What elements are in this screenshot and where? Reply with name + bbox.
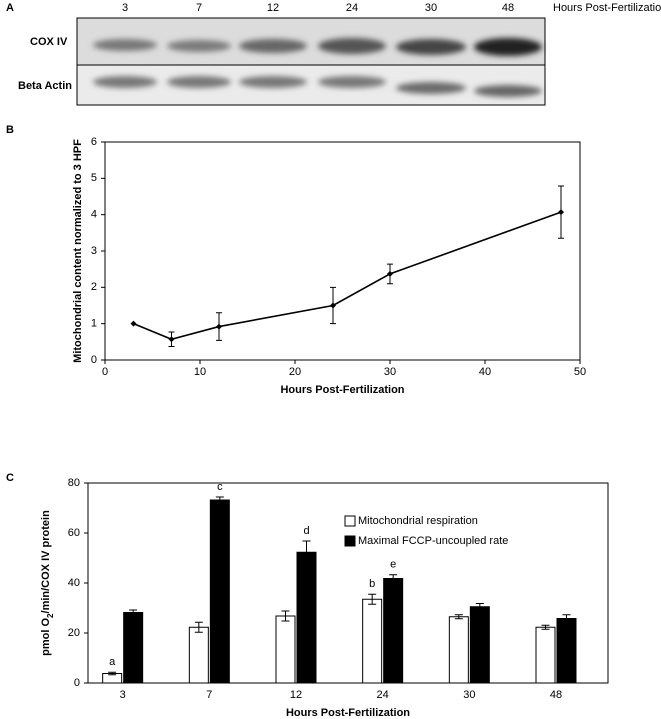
marker bbox=[387, 270, 393, 277]
x-axis-title: Hours Post-Fertilization bbox=[280, 384, 404, 396]
bar bbox=[383, 578, 404, 684]
bar bbox=[296, 551, 317, 684]
y-tick-label: 1 bbox=[91, 318, 97, 330]
y-tick-label: 5 bbox=[91, 172, 97, 184]
error-bar bbox=[541, 624, 550, 630]
row-label: COX IV bbox=[30, 36, 68, 48]
lane-label: 3 bbox=[122, 2, 128, 14]
marker bbox=[130, 320, 137, 327]
x-tick-label: 24 bbox=[377, 689, 389, 701]
y-tick-label: 20 bbox=[68, 627, 80, 639]
y-axis-title: pmol O2/min/COX IV protein bbox=[40, 510, 55, 656]
legend-label: Maximal FCCP-uncoupled rate bbox=[358, 535, 508, 547]
bar bbox=[469, 606, 490, 684]
lane-label: 30 bbox=[425, 2, 437, 14]
x-tick-label: 48 bbox=[550, 689, 562, 701]
panel-label: A bbox=[6, 2, 14, 14]
error-bar bbox=[302, 540, 311, 564]
blot bbox=[76, 17, 546, 106]
lane-label: 7 bbox=[196, 2, 202, 14]
marker bbox=[330, 302, 336, 309]
legend-swatch bbox=[344, 515, 356, 527]
panel-label: C bbox=[6, 472, 14, 484]
y-tick-label: 40 bbox=[68, 577, 80, 589]
lane-label: 24 bbox=[346, 2, 358, 14]
plot-frame bbox=[104, 141, 581, 361]
x-tick-label: 3 bbox=[120, 689, 126, 701]
bar bbox=[535, 626, 556, 684]
bar bbox=[448, 616, 469, 684]
error-bar bbox=[215, 496, 224, 504]
row-label: Beta Actin bbox=[18, 80, 72, 92]
error-bar bbox=[281, 610, 290, 622]
annotation: c bbox=[217, 481, 223, 493]
error-bar bbox=[454, 614, 463, 620]
y-tick-label: 0 bbox=[91, 354, 97, 366]
x-tick-label: 12 bbox=[290, 689, 302, 701]
bar bbox=[188, 626, 209, 684]
lane-label: 12 bbox=[267, 2, 279, 14]
y-axis-title-part: pmol O bbox=[40, 617, 52, 655]
y-tick-label: 60 bbox=[68, 527, 80, 539]
error-bar bbox=[562, 614, 571, 623]
x-axis-title: Hours Post-Fertilization bbox=[553, 2, 661, 14]
bar bbox=[275, 615, 296, 684]
x-tick-label: 7 bbox=[206, 689, 212, 701]
legend-label: Mitochondrial respiration bbox=[358, 515, 478, 527]
y-tick-label: 3 bbox=[91, 245, 97, 257]
error-bar bbox=[368, 593, 377, 605]
x-tick-label: 0 bbox=[102, 366, 108, 378]
annotation: a bbox=[109, 656, 116, 668]
lane-label: 48 bbox=[502, 2, 514, 14]
y-axis-title-part: /min/COX IV protein bbox=[40, 510, 52, 614]
y-tick-label: 6 bbox=[91, 136, 97, 148]
x-tick-label: 30 bbox=[384, 366, 396, 378]
annotation: d bbox=[303, 525, 309, 537]
bar bbox=[362, 598, 383, 684]
x-tick-label: 50 bbox=[574, 366, 586, 378]
x-tick-label: 30 bbox=[463, 689, 475, 701]
y-tick-label: 0 bbox=[74, 677, 80, 689]
y-tick-label: 4 bbox=[91, 209, 97, 221]
error-bar bbox=[194, 621, 203, 633]
x-tick-label: 20 bbox=[289, 366, 301, 378]
marker bbox=[558, 209, 564, 216]
plot-frame bbox=[87, 482, 609, 684]
y-axis-title-part: 2 bbox=[46, 613, 55, 618]
y-tick-label: 80 bbox=[68, 477, 80, 489]
error-bar bbox=[389, 574, 398, 583]
bands bbox=[93, 38, 542, 97]
x-tick-label: 10 bbox=[194, 366, 206, 378]
y-axis-title: Mitochondrial content normalized to 3 HP… bbox=[72, 139, 84, 363]
blot-row bbox=[76, 17, 546, 66]
bar bbox=[556, 618, 577, 684]
line bbox=[133, 211, 562, 341]
y-tick-label: 2 bbox=[91, 281, 97, 293]
bar bbox=[209, 499, 230, 684]
x-axis-title: Hours Post-Fertilization bbox=[286, 707, 410, 719]
panel-label: B bbox=[6, 124, 14, 136]
annotation: b bbox=[369, 578, 375, 590]
marker bbox=[168, 336, 175, 343]
marker bbox=[216, 323, 222, 330]
error-bar bbox=[475, 603, 484, 611]
bar bbox=[123, 612, 144, 684]
error-bar bbox=[108, 671, 117, 676]
error-bar bbox=[129, 609, 138, 616]
legend-swatch bbox=[344, 535, 356, 547]
annotation: e bbox=[390, 559, 396, 571]
x-tick-label: 40 bbox=[479, 366, 491, 378]
blot-row bbox=[76, 64, 546, 106]
